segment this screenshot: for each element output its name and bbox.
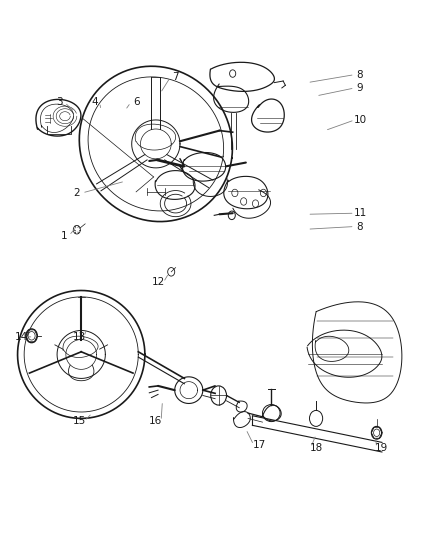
Text: 6: 6 (132, 98, 139, 107)
Text: 13: 13 (72, 332, 85, 342)
Text: 10: 10 (353, 115, 366, 125)
Text: 7: 7 (172, 72, 179, 82)
Text: 14: 14 (14, 332, 28, 342)
Text: 16: 16 (149, 416, 162, 426)
Text: 11: 11 (353, 208, 366, 218)
Text: 17: 17 (252, 440, 265, 450)
Text: 8: 8 (356, 222, 363, 231)
Text: 8: 8 (356, 70, 363, 79)
Text: 4: 4 (91, 98, 98, 107)
Text: 2: 2 (73, 188, 80, 198)
Text: 9: 9 (356, 83, 363, 93)
Text: 19: 19 (374, 443, 388, 453)
Text: 3: 3 (56, 98, 63, 107)
Text: 15: 15 (72, 416, 85, 426)
Text: 18: 18 (309, 443, 322, 453)
Text: 1: 1 (60, 231, 67, 240)
Text: 12: 12 (151, 278, 164, 287)
